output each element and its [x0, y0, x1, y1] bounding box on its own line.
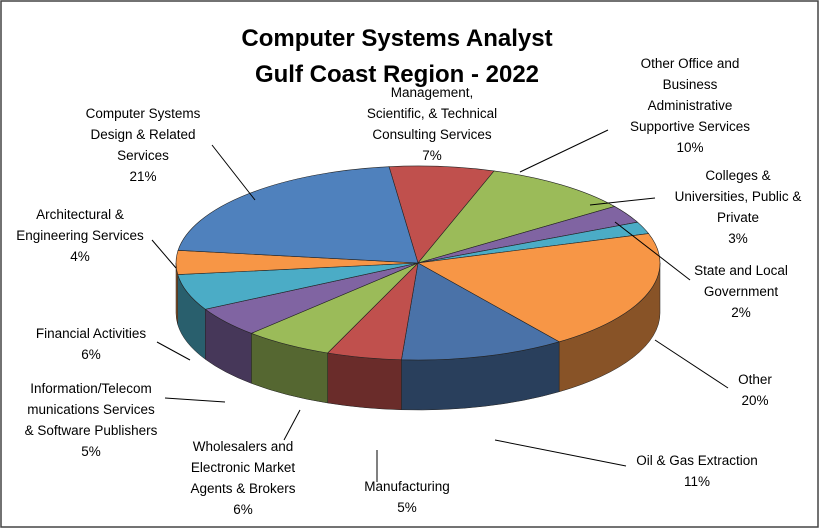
slice [388, 165, 495, 264]
chart-title: Computer Systems Analyst [241, 25, 552, 52]
leader-line [614, 221, 691, 281]
slice-label: Financial Activities [36, 326, 147, 341]
value-label: 5% [81, 444, 101, 459]
leader-line [654, 339, 729, 389]
leader-line [589, 197, 656, 206]
leader-line [156, 341, 191, 361]
slice-label: Computer Systems Design & Related Services [86, 106, 201, 163]
slice [417, 170, 616, 264]
slice-label: Other [738, 372, 772, 387]
slice-label: Oil & Gas Extraction [636, 453, 758, 468]
value-label: 6% [233, 502, 253, 517]
slice-label: Architectural & Engineering Services [16, 207, 144, 243]
value-label: 2% [731, 305, 751, 320]
leader-line [211, 144, 256, 201]
slice-label: Colleges & Universities, Public & Private [675, 168, 802, 225]
value-label: 7% [422, 148, 442, 163]
slice-label: Management, Scientific, & Technical Consul… [367, 85, 497, 142]
value-label: 3% [728, 231, 748, 246]
slice-side [327, 352, 402, 411]
value-label: 11% [684, 474, 710, 489]
value-label: 21% [129, 169, 156, 184]
slice-label: Manufacturing [364, 479, 450, 494]
slice-label: Wholesalers and Electronic Market Agents &… [190, 439, 295, 496]
value-label: 6% [81, 347, 101, 362]
slice-label: Information/Telecom munications Services &… [25, 381, 158, 438]
slice [401, 262, 560, 361]
slice [417, 233, 661, 343]
leader-line [519, 129, 609, 173]
leader-line [283, 409, 301, 441]
slice-label: Other Office and Business Administrative Su… [630, 56, 750, 134]
value-label: 10% [676, 140, 703, 155]
value-label: 5% [397, 500, 417, 515]
slice [177, 166, 419, 264]
value-label: 20% [741, 393, 768, 408]
chart-subtitle: Gulf Coast Region - 2022 [255, 61, 539, 88]
slice-label: State and Local Government [694, 263, 788, 299]
leader-line [494, 439, 627, 467]
leader-line [151, 239, 177, 269]
leader-line [164, 397, 226, 403]
value-label: 4% [70, 249, 90, 264]
